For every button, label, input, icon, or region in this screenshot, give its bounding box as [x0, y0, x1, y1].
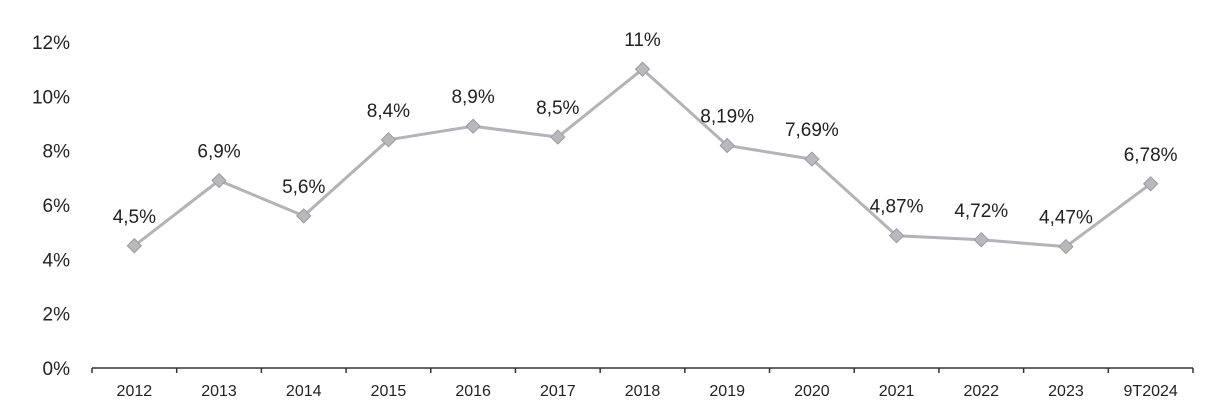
x-tick-label: 2014 [286, 383, 322, 400]
data-point [550, 129, 566, 145]
data-label: 11% [624, 30, 661, 51]
data-point [126, 238, 143, 254]
data-point [888, 227, 905, 244]
y-tick-label: 12% [32, 33, 70, 54]
data-label: 8,9% [451, 87, 494, 108]
x-tick-label: 2020 [794, 383, 830, 400]
data-point [211, 172, 227, 189]
y-tick-label: 4% [43, 250, 71, 271]
y-tick-label: 2% [43, 305, 71, 326]
data-point [465, 118, 481, 134]
data-point [719, 137, 735, 154]
data-point [296, 208, 312, 224]
data-point [973, 232, 989, 248]
data-label: 8,19% [700, 107, 754, 128]
y-tick-label: 0% [43, 359, 71, 380]
x-tick-label: 9T2024 [1124, 383, 1178, 400]
data-label: 7,69% [785, 120, 839, 141]
data-label: 6,78% [1124, 145, 1178, 166]
data-point [1058, 238, 1074, 255]
data-label: 6,9% [197, 142, 240, 163]
data-label: 8,4% [367, 101, 410, 122]
x-tick-label: 2023 [1048, 383, 1084, 400]
x-tick-label: 2021 [879, 383, 915, 400]
x-tick-label: 2018 [625, 383, 661, 400]
data-point [634, 61, 651, 77]
data-point [380, 132, 397, 148]
y-tick-label: 6% [43, 196, 71, 217]
data-label: 4,72% [954, 201, 1008, 222]
data-label: 8,5% [536, 98, 579, 119]
data-label-layer: 4,5% 6,9% 5,6% 8,4% 8,9% 8,5% 11% 8,19% 7,69% 4,8… [113, 30, 1178, 228]
x-tick-label: 2015 [371, 383, 407, 400]
x-tick-label: 2017 [540, 383, 576, 400]
x-tick-label: 2022 [963, 383, 999, 400]
y-tick-label: 8% [43, 142, 71, 163]
x-tick-label: 2019 [709, 383, 745, 400]
data-point [1142, 176, 1159, 192]
data-label: 4,5% [113, 207, 156, 228]
x-tick-label: 2013 [201, 383, 237, 400]
x-axis: 2012 2013 2014 2015 2016 2017 2018 2019 2020 2021… [91, 367, 1194, 400]
data-label: 4,47% [1039, 208, 1093, 229]
y-axis: 0% 2% 4% 6% 8% 10% 12% [32, 33, 70, 380]
x-tick-label: 2012 [117, 383, 153, 400]
series-layer [126, 61, 1159, 255]
data-point [804, 151, 820, 167]
data-label: 4,87% [870, 197, 924, 218]
data-label: 5,6% [282, 177, 325, 198]
y-tick-label: 10% [32, 87, 70, 108]
x-tick-label: 2016 [455, 383, 491, 400]
